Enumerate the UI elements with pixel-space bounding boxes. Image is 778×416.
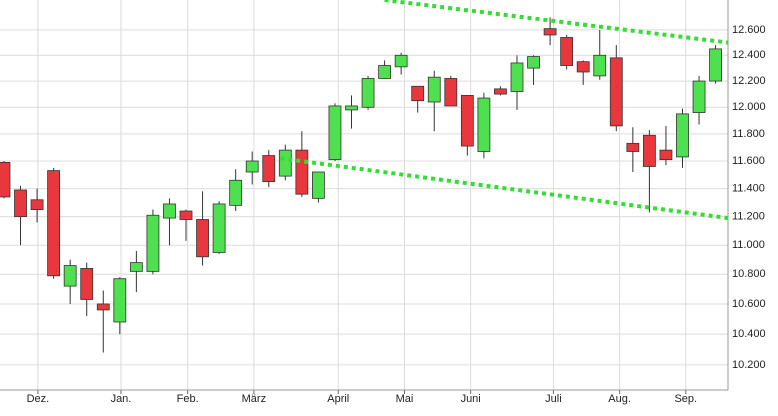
y-tick-label: 11.800 — [732, 128, 765, 140]
candle-body — [709, 48, 722, 82]
candle-body — [427, 76, 441, 103]
candle-body — [179, 210, 193, 220]
candle-body — [96, 303, 110, 311]
candle-body — [278, 149, 292, 177]
y-tick-label: 10.200 — [732, 359, 766, 371]
trendline — [384, 0, 729, 45]
candle-body — [659, 149, 673, 161]
candle-body — [626, 142, 640, 152]
candle-body — [576, 61, 590, 73]
candle-body — [262, 155, 276, 183]
y-tick-label: 12.600 — [732, 24, 766, 36]
candle-body — [444, 78, 458, 107]
candle-body — [361, 78, 375, 108]
candle-body — [196, 219, 209, 258]
candle-body — [494, 88, 507, 95]
candle-body — [229, 179, 243, 206]
candle-body — [676, 113, 689, 158]
candle-body — [345, 105, 358, 111]
candle-body — [692, 80, 706, 113]
candle-body — [113, 278, 127, 323]
x-tick-label: März — [242, 393, 266, 405]
y-tick-label: 11.200 — [732, 211, 765, 223]
candle-body — [14, 189, 27, 218]
candle-body — [378, 65, 392, 79]
x-tick-label: Jan. — [111, 393, 132, 405]
y-tick-label: 11.400 — [732, 182, 765, 194]
y-tick-label: 10.600 — [732, 298, 766, 310]
candle-body — [510, 62, 524, 92]
x-tick-label: Mai — [396, 393, 414, 405]
y-tick-label: 12.400 — [732, 49, 766, 61]
x-tick-label: Feb. — [177, 393, 199, 405]
candle-body — [0, 161, 11, 198]
x-tick-label: Dez. — [27, 393, 50, 405]
x-tick-label: Sep. — [674, 393, 697, 405]
candle-body — [394, 54, 408, 68]
y-tick-label: 10.400 — [732, 328, 766, 340]
candle-body — [63, 265, 77, 287]
candle-body — [163, 203, 176, 219]
x-tick-label: Aug. — [608, 393, 631, 405]
y-tick-label: 11.000 — [732, 239, 765, 251]
candle-body — [411, 85, 425, 102]
x-tick-label: Juli — [545, 393, 562, 405]
x-tick-label: Juni — [461, 393, 481, 405]
candle-body — [312, 171, 325, 199]
y-tick-label: 11.600 — [732, 155, 765, 167]
candle-body — [30, 199, 44, 210]
candle-body — [245, 160, 259, 173]
candle-body — [477, 97, 491, 152]
candle-body — [609, 57, 623, 127]
candle-body — [295, 149, 309, 195]
x-tick-label: April — [327, 393, 349, 405]
y-tick-label: 10.800 — [732, 268, 766, 280]
candle-body — [129, 262, 143, 272]
candle-body — [328, 105, 342, 161]
y-tick-label: 12.200 — [732, 75, 766, 87]
y-tick-label: 12.000 — [732, 101, 766, 113]
candle-body — [146, 214, 160, 272]
candle-body — [212, 203, 226, 253]
candle-body — [593, 54, 607, 77]
candle-body — [47, 170, 61, 277]
candle-body — [80, 268, 94, 300]
candle-body — [560, 37, 574, 66]
candle-body — [642, 134, 656, 167]
candle-body — [543, 28, 557, 36]
candle-body — [460, 95, 474, 147]
trendline — [280, 156, 729, 221]
candle-body — [527, 56, 540, 69]
